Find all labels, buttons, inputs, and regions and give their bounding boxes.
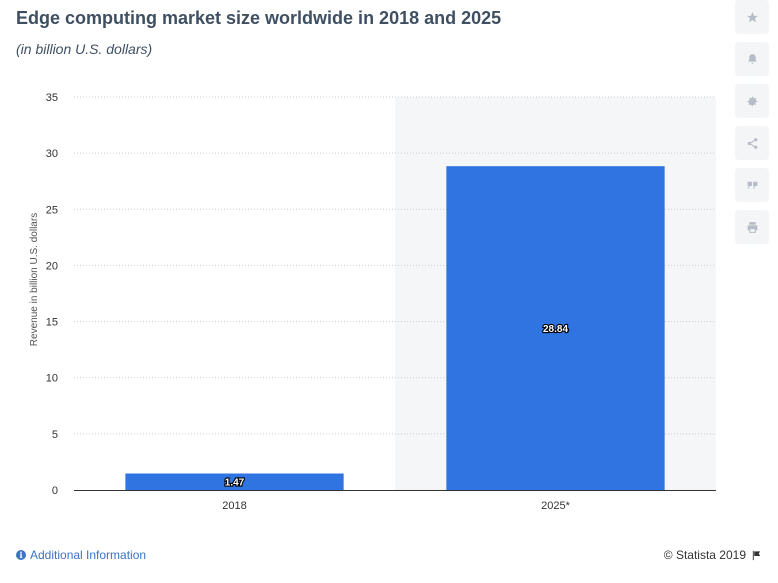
y-tick-label: 10 (46, 373, 58, 385)
y-tick-label: 25 (46, 204, 58, 216)
y-tick-label: 0 (52, 485, 58, 497)
settings-button[interactable] (735, 84, 769, 118)
favorite-button[interactable] (735, 0, 769, 34)
x-tick-label: 2025* (541, 500, 570, 512)
bar (125, 473, 344, 490)
copyright: © Statista 2019 (664, 548, 762, 562)
y-tick-label: 5 (52, 429, 58, 441)
gear-icon (747, 96, 757, 106)
chart-area: 0 5 10 15 20 25 30 35 Revenue in billion U.S. do… (0, 80, 730, 520)
additional-information-label: Additional Information (30, 548, 147, 562)
quote-icon (747, 181, 757, 189)
bar-chart: 0 5 10 15 20 25 30 35 Revenue in billion U.S. do… (29, 92, 716, 512)
flag-icon[interactable] (751, 550, 762, 561)
share-icon (747, 137, 757, 149)
chart-title: Edge computing market size worldwide in … (16, 8, 502, 28)
y-tick-label: 30 (46, 148, 58, 160)
cite-button[interactable] (735, 168, 769, 202)
x-tick-label: 2018 (222, 500, 246, 512)
print-icon (747, 221, 757, 233)
bell-icon (747, 53, 757, 64)
info-icon: i (16, 550, 26, 560)
data-label: 28.84 (543, 324, 568, 335)
star-icon (746, 11, 758, 22)
notification-button[interactable] (735, 42, 769, 76)
y-tick-label: 35 (46, 92, 58, 104)
bar (446, 166, 665, 490)
chart-subtitle: (in billion U.S. dollars) (16, 41, 153, 57)
copyright-label: © Statista 2019 (663, 548, 746, 562)
y-tick-label: 20 (46, 260, 58, 272)
data-label: 1.47 (225, 478, 245, 489)
share-button[interactable] (735, 126, 769, 160)
print-button[interactable] (735, 210, 769, 244)
y-tick-label: 15 (46, 317, 58, 329)
y-axis-title: Revenue in billion U.S. dollars (29, 213, 40, 346)
additional-information-link[interactable]: i Additional Information (16, 548, 146, 562)
